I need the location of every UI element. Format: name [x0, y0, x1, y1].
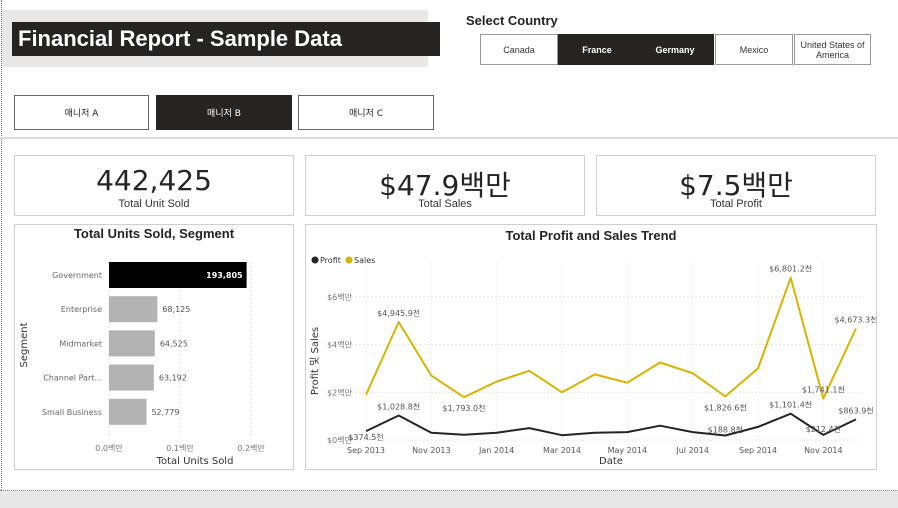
report-title: Financial Report - Sample Data — [12, 22, 440, 56]
trend-x-tick-label: Nov 2013 — [412, 446, 451, 455]
country-option-usa[interactable]: United States of America — [794, 34, 871, 65]
trend-data-label: $1,793.0천 — [443, 403, 486, 413]
units-value-label: 63,192 — [159, 374, 187, 383]
trend-series-line-profit — [365, 412, 857, 437]
kpi-sales-value: $47.9백만 — [379, 169, 511, 202]
units-value-label: 193,805 — [206, 271, 243, 280]
trend-data-label: $212.4천 — [806, 424, 841, 434]
units-y-axis-title: Segment — [19, 322, 30, 367]
units-by-segment-chart: 0.0백만 0.1백만 0.2백만 Government 193,805 Enterpri… — [19, 262, 265, 467]
trend-chart-title: Total Profit and Sales Trend — [505, 228, 677, 243]
trend-x-tick-label: Sep 2013 — [347, 446, 385, 455]
units-bar — [109, 296, 158, 323]
trend-data-label: $6,801.2천 — [769, 264, 812, 274]
country-option-germany[interactable]: Germany — [636, 34, 714, 65]
trend-x-tick-label: Jul 2014 — [675, 446, 709, 455]
units-bar — [109, 364, 154, 391]
units-category-label: Small Business — [42, 408, 102, 417]
trend-x-tick-label: Jan 2014 — [478, 446, 514, 455]
manager-option-c[interactable]: 매니저 C — [298, 95, 434, 130]
trend-y-tick-label: $2백만 — [327, 387, 353, 397]
units-bar — [109, 262, 247, 288]
section-divider — [0, 137, 898, 139]
kpi-card-sales[interactable]: $47.9백만 Total Sales — [305, 155, 585, 216]
trend-data-label: $1,826.6천 — [704, 402, 747, 412]
trend-data-label: $1,101.4천 — [769, 400, 812, 410]
manager-option-b[interactable]: 매니저 B — [156, 95, 292, 130]
trend-data-label: $374.5천 — [348, 432, 383, 442]
units-value-label: 64,525 — [160, 339, 188, 348]
legend-sales-marker — [345, 256, 353, 264]
trend-data-label: $188.8천 — [708, 424, 743, 434]
kpi-card-units[interactable]: 442,425 Total Unit Sold — [14, 155, 294, 216]
units-category-label: Enterprise — [61, 305, 102, 314]
trend-x-tick-label: Mar 2014 — [543, 446, 581, 455]
legend-profit-label: Profit — [320, 256, 341, 265]
units-category-label: Channel Part... — [43, 374, 102, 383]
kpi-sales-label: Total Sales — [418, 198, 472, 210]
units-x-axis-title: Total Units Sold — [156, 456, 234, 467]
legend-sales-label: Sales — [354, 256, 375, 265]
profit-sales-trend-chart: $0백만 $2백만 $4백만 $6백만 Sep 2013 Nov 2013 Jan 2014… — [309, 256, 877, 467]
trend-y-tick-label: $0백만 — [327, 435, 353, 445]
units-category-label: Midmarket — [59, 339, 102, 348]
units-value-label: 52,779 — [151, 408, 179, 417]
trend-series-line-sales — [365, 276, 857, 400]
trend-y-tick-label: $4백만 — [327, 340, 353, 350]
units-bar — [109, 398, 147, 425]
legend-profit-marker — [311, 256, 319, 264]
units-x-tick-label: 0.0백만 — [95, 443, 123, 453]
kpi-units-label: Total Unit Sold — [118, 198, 190, 210]
manager-option-a[interactable]: 매니저 A — [14, 95, 149, 130]
country-option-canada[interactable]: Canada — [480, 34, 558, 65]
kpi-profit-label: Total Profit — [710, 198, 762, 210]
units-x-tick-label: 0.1백만 — [166, 443, 194, 453]
trend-x-tick-label: Nov 2014 — [804, 446, 843, 455]
country-option-mexico[interactable]: Mexico — [715, 34, 793, 65]
kpi-units-value: 442,425 — [96, 164, 212, 197]
trend-data-label: $4,945.9천 — [377, 308, 420, 318]
units-bar — [109, 330, 155, 357]
profit-sales-trend-visual[interactable]: Total Profit and Sales Trend $0백만 $2백만 $4백… — [305, 224, 877, 470]
trend-y-axis-title: Profit 및 Sales — [309, 327, 321, 395]
trend-y-tick-label: $6백만 — [327, 292, 353, 302]
kpi-card-profit[interactable]: $7.5백만 Total Profit — [596, 155, 876, 216]
trend-data-label: $1,741.1천 — [802, 384, 845, 394]
page-footer-bar — [0, 490, 898, 508]
country-slicer-label: Select Country — [466, 13, 558, 28]
units-chart-title: Total Units Sold, Segment — [73, 226, 235, 241]
kpi-profit-value: $7.5백만 — [679, 169, 793, 202]
canvas-left-edge — [1, 0, 2, 508]
units-category-label: Government — [52, 271, 102, 280]
trend-x-tick-label: Sep 2014 — [739, 446, 777, 455]
trend-data-label: $4,673.3천 — [835, 315, 877, 325]
country-option-france[interactable]: France — [558, 34, 636, 65]
trend-data-label: $863.9천 — [838, 405, 873, 415]
trend-x-axis-title: Date — [599, 456, 623, 467]
units-by-segment-visual[interactable]: Total Units Sold, Segment 0.0백만 0.1백만 0.2백… — [14, 224, 294, 470]
trend-x-tick-label: May 2014 — [608, 446, 647, 455]
units-x-tick-label: 0.2백만 — [237, 443, 265, 453]
units-value-label: 68,125 — [162, 305, 190, 314]
trend-data-label: $1,028.8천 — [377, 401, 420, 411]
